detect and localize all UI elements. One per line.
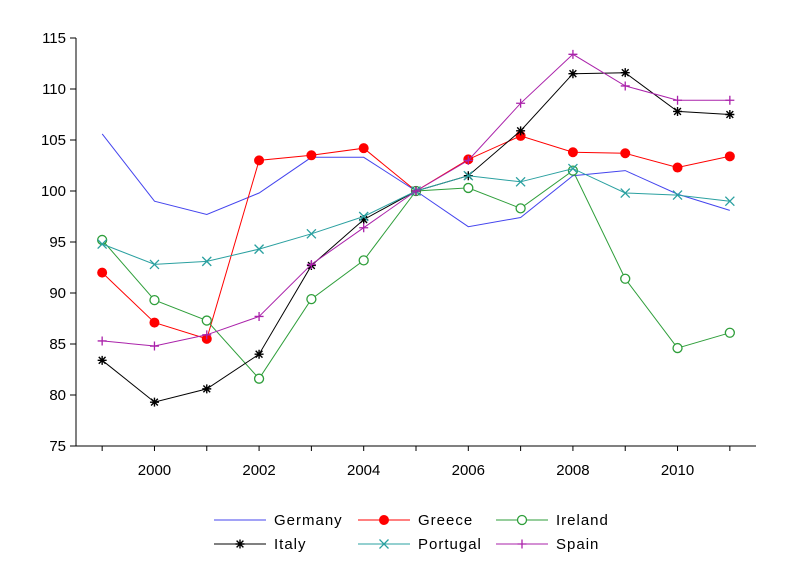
legend-label-portugal: Portugal [418,536,482,553]
data-point-spain [568,49,578,59]
series-line-ireland [101,169,730,380]
data-point-portugal [149,259,160,270]
data-point-greece [358,143,369,154]
x-tick-label: 2000 [138,462,171,479]
y-tick-label: 85 [49,336,66,353]
data-point-greece [97,267,108,278]
data-point-portugal [201,256,212,267]
series-line-italy [101,72,730,403]
data-point-greece [672,162,683,173]
y-tick-label: 95 [49,234,66,251]
data-point-greece [620,148,631,159]
data-point-ireland [253,373,265,384]
x-tick-label: 2006 [452,462,485,479]
data-point-spain [254,311,264,321]
data-point-spain [620,81,630,91]
data-point-italy [359,215,369,225]
data-point-portugal [306,228,317,239]
data-point-ireland [201,315,212,326]
y-tick-label: 75 [49,438,66,455]
data-point-ireland [620,273,631,284]
data-point-ireland [463,182,474,194]
y-tick-label: 90 [49,285,66,302]
data-point-spain [463,155,473,165]
data-point-spain [306,259,316,269]
data-point-portugal [463,170,474,181]
data-point-ireland [97,234,108,246]
data-point-portugal [567,163,578,174]
data-point-spain [149,341,159,351]
data-point-spain [202,330,212,340]
data-point-spain [516,98,526,108]
x-tick-label: 2002 [242,462,275,479]
x-tick-label: 2010 [661,462,694,479]
data-point-portugal [672,190,683,201]
legend-label-spain: Spain [556,536,599,553]
legend-marker-portugal [379,539,389,549]
legend-marker-ireland [516,514,528,526]
data-point-italy [97,355,107,365]
data-point-italy [568,69,578,79]
data-point-spain [359,223,369,233]
data-point-ireland [515,203,526,214]
data-point-ireland [724,327,735,338]
legend-label-greece: Greece [418,512,473,529]
data-point-ireland [306,293,317,305]
data-point-spain [97,336,107,346]
data-point-italy [620,68,630,78]
data-point-italy [254,349,264,359]
legend-marker-italy [235,539,245,549]
data-point-italy [516,126,526,136]
data-point-greece [149,317,160,328]
data-point-greece [306,150,317,161]
data-point-portugal [97,239,108,249]
data-point-portugal [724,196,735,207]
data-point-portugal [254,244,265,255]
y-tick-label: 115 [42,30,66,47]
data-point-greece [724,151,735,162]
data-point-spain [725,95,735,105]
data-point-ireland [672,342,683,354]
y-tick-label: 110 [42,81,66,98]
series-line-spain [102,53,730,347]
data-point-ireland [149,294,160,306]
data-point-italy [725,110,735,119]
x-tick-label: 2004 [347,462,380,479]
data-point-ireland [358,255,369,266]
legend-marker-greece [379,515,389,525]
legend-label-ireland: Ireland [556,512,609,529]
data-point-italy [202,384,212,394]
legend-marker-spain [517,539,527,549]
y-tick-label: 80 [49,387,66,404]
data-point-greece [254,155,265,166]
data-point-greece [567,147,578,158]
data-point-portugal [515,176,526,187]
legend-label-italy: Italy [274,536,307,553]
x-tick-label: 2008 [556,462,589,479]
series-line-portugal [102,168,730,265]
y-tick-label: 100 [41,183,66,200]
legend-label-germany: Germany [274,512,343,529]
series-line-greece [101,135,730,340]
series-line-germany [101,133,730,228]
data-point-portugal [620,188,631,198]
data-point-italy [673,106,683,116]
data-point-spain [673,95,683,105]
data-point-italy [149,397,159,407]
data-point-spain [411,186,421,196]
y-tick-label: 105 [41,132,66,149]
data-point-portugal [358,211,369,222]
